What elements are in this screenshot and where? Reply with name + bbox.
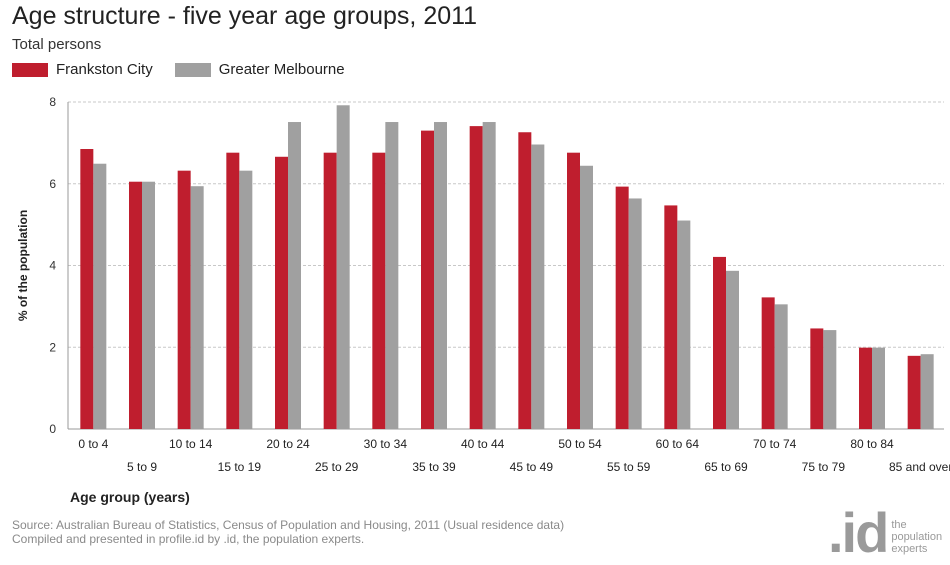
bar-chart: 0 2 4 6 8 0 to 4 5 to 9 10 to 14 15 to 19 20 to 2…	[16, 95, 950, 505]
x-tick-label: 35 to 39	[412, 460, 456, 474]
x-tick-label: 15 to 19	[218, 460, 262, 474]
x-tick-label: 80 to 84	[850, 437, 894, 451]
bar-frankston	[372, 152, 386, 429]
x-tick-label: 75 to 79	[802, 460, 846, 474]
bar-frankston	[664, 205, 678, 429]
bar-frankston	[323, 152, 337, 429]
bar-melbourne	[482, 122, 496, 429]
x-tick-label: 40 to 44	[461, 437, 505, 451]
bar-frankston	[859, 347, 872, 429]
bar-frankston	[810, 328, 824, 429]
id-logo: .id the population experts	[828, 505, 942, 561]
bar-melbourne	[823, 330, 837, 429]
bar-melbourne	[93, 163, 107, 429]
y-axis-title: % of the population	[16, 210, 30, 321]
y-tick-label: 4	[49, 259, 56, 273]
x-tick-label: 10 to 14	[169, 437, 213, 451]
legend-item-melbourne[interactable]: Greater Melbourne	[174, 61, 345, 78]
logo-tagline-2: population	[891, 531, 943, 543]
bar-melbourne	[677, 220, 691, 429]
bar-frankston	[761, 297, 775, 429]
bar-melbourne	[239, 170, 253, 430]
y-tick-label: 0	[49, 422, 56, 436]
legend-item-frankston[interactable]: Frankston City	[12, 61, 153, 78]
source-line-1: Source: Australian Bureau of Statistics,…	[12, 518, 565, 532]
logo-tagline: the population experts	[891, 519, 942, 555]
logo-mark: .id	[828, 501, 889, 564]
bar-frankston	[567, 152, 580, 429]
legend-swatch-frankston	[12, 62, 48, 77]
bar-melbourne	[531, 144, 545, 429]
chart-title: Age structure - five year age groups, 20…	[12, 2, 478, 30]
bar-melbourne	[920, 354, 934, 429]
legend: Frankston City Greater Melbourne	[12, 61, 367, 78]
bar-melbourne	[434, 122, 447, 429]
x-tick-label: 5 to 9	[127, 460, 157, 474]
bar-melbourne	[385, 122, 399, 429]
y-tick-label: 8	[49, 95, 56, 109]
bar-melbourne	[872, 347, 885, 429]
x-tick-label: 20 to 24	[266, 437, 310, 451]
bar-frankston	[615, 186, 629, 429]
x-tick-label: 45 to 49	[510, 460, 554, 474]
x-tick-label: 25 to 29	[315, 460, 359, 474]
bar-frankston	[713, 256, 726, 429]
legend-label-melbourne: Greater Melbourne	[218, 61, 345, 78]
bar-frankston	[275, 156, 288, 429]
bar-frankston	[177, 170, 191, 430]
logo-tagline-3: experts	[891, 543, 928, 555]
bar-frankston	[226, 152, 240, 429]
source-note: Source: Australian Bureau of Statistics,…	[12, 518, 564, 546]
y-tick-label: 6	[49, 177, 56, 191]
y-tick-label: 2	[49, 340, 56, 354]
bar-frankston	[80, 149, 94, 429]
chart-subtitle: Total persons	[12, 36, 102, 53]
bar-melbourne	[142, 181, 155, 429]
x-tick-label: 50 to 54	[558, 437, 602, 451]
bar-melbourne	[288, 122, 301, 429]
bar-frankston	[129, 181, 142, 429]
x-tick-label: 55 to 59	[607, 460, 651, 474]
x-axis-title: Age group (years)	[70, 489, 190, 505]
x-tick-label: 0 to 4	[78, 437, 108, 451]
x-tick-label: 60 to 64	[656, 437, 700, 451]
bar-melbourne	[336, 105, 350, 430]
bar-frankston	[421, 130, 434, 430]
logo-tagline-1: the	[891, 519, 907, 531]
legend-label-frankston: Frankston City	[56, 61, 153, 78]
legend-swatch-melbourne	[174, 62, 211, 77]
bar-melbourne	[190, 186, 204, 429]
bar-melbourne	[726, 270, 739, 429]
bar-frankston	[469, 126, 483, 430]
bar-frankston	[518, 132, 532, 429]
x-tick-label: 30 to 34	[364, 437, 408, 451]
bar-melbourne	[628, 198, 642, 429]
x-tick-label: 70 to 74	[753, 437, 797, 451]
x-tick-label: 85 and over	[889, 460, 950, 474]
bar-melbourne	[774, 304, 788, 429]
source-line-2: Compiled and presented in profile.id by …	[12, 532, 365, 546]
x-tick-label: 65 to 69	[704, 460, 748, 474]
bar-frankston	[907, 355, 921, 429]
bar-melbourne	[580, 165, 593, 429]
